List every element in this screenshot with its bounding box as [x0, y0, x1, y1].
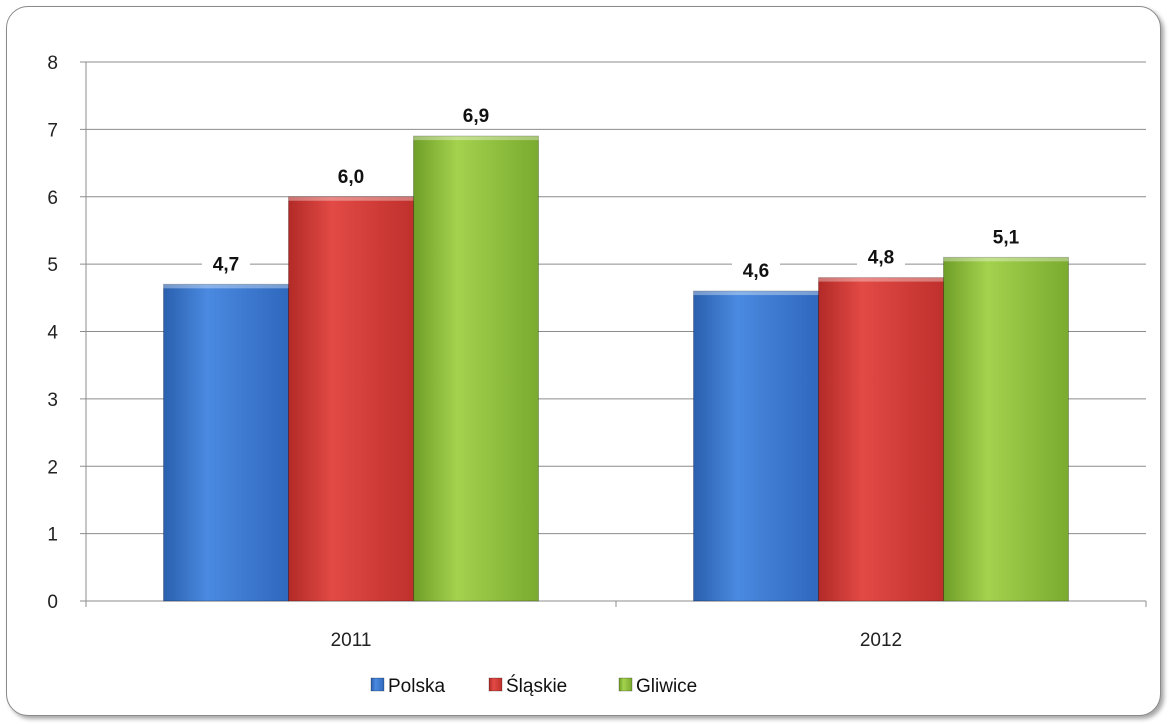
bar-bevel	[164, 284, 289, 288]
y-tick-label: 5	[47, 255, 58, 276]
legend-swatch-śląskie	[489, 678, 502, 691]
legend-label: Polska	[388, 676, 445, 697]
x-tick-label: 2011	[331, 630, 372, 651]
y-tick-label: 7	[47, 120, 58, 141]
bar-bevel	[414, 136, 539, 140]
bar-bevel	[819, 278, 944, 282]
data-label: 6,0	[338, 167, 364, 188]
x-tick-label: 2012	[860, 630, 902, 651]
y-tick-label: 0	[47, 592, 58, 613]
data-label: 6,9	[463, 106, 489, 127]
bar-polska-2011	[164, 284, 289, 601]
legend-label: Gliwice	[636, 676, 697, 697]
bar-polska-2012	[694, 291, 819, 601]
legend-swatch-gliwice	[619, 678, 632, 691]
y-tick-label: 6	[47, 188, 58, 209]
bar-gliwice-2011	[414, 136, 539, 601]
data-label: 4,6	[743, 261, 769, 282]
y-tick-label: 2	[47, 457, 58, 478]
bar-śląskie-2012	[819, 278, 944, 601]
legend-swatch-polska	[371, 678, 384, 691]
y-tick-label: 3	[47, 390, 58, 411]
legend: Polska Śląskie Gliwice	[371, 675, 697, 697]
bar-bevel	[289, 197, 414, 201]
bar-śląskie-2011	[289, 197, 414, 601]
bar-gliwice-2012	[944, 257, 1069, 601]
bar-bevel	[694, 291, 819, 295]
data-label: 4,7	[213, 254, 239, 275]
y-tick-label: 8	[47, 53, 58, 74]
y-tick-label: 4	[47, 323, 58, 344]
bars	[164, 136, 1069, 601]
data-label: 4,8	[868, 248, 894, 269]
data-label: 5,1	[993, 227, 1020, 248]
legend-label: Śląskie	[506, 675, 567, 697]
y-tick-label: 1	[47, 525, 58, 546]
bar-bevel	[944, 257, 1069, 261]
